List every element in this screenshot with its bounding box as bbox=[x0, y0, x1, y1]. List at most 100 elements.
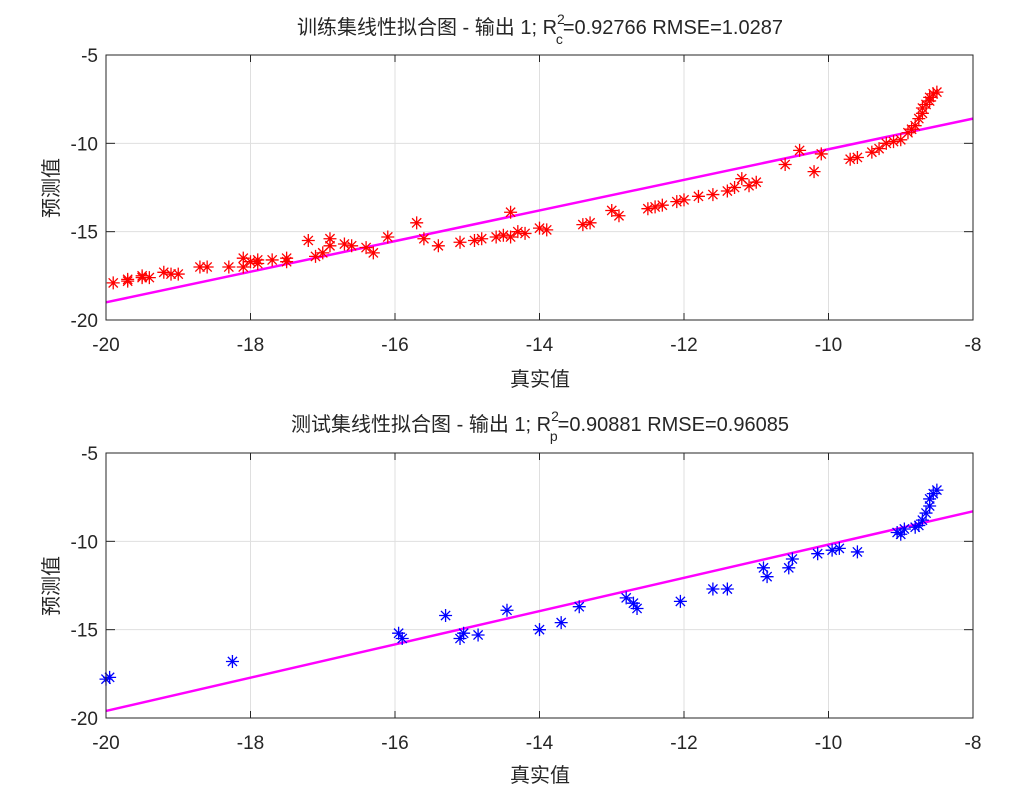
test-data-point bbox=[453, 632, 467, 645]
training-data-point bbox=[359, 241, 373, 255]
test-data-point bbox=[720, 582, 734, 596]
test-data-point bbox=[706, 582, 720, 596]
test-data-point bbox=[923, 492, 937, 506]
test-data-point bbox=[673, 594, 687, 608]
test-data-point bbox=[915, 513, 929, 527]
training-data-point bbox=[749, 175, 763, 189]
test-x-tick-label: -16 bbox=[381, 733, 408, 754]
test-fit-line bbox=[105, 510, 974, 713]
training-data-point bbox=[337, 237, 351, 251]
training-data-point bbox=[894, 133, 908, 147]
test-data-point bbox=[825, 543, 839, 557]
training-y-tick-label: -20 bbox=[71, 311, 98, 332]
training-data-point bbox=[236, 260, 250, 274]
test-y-tick-label: -15 bbox=[71, 621, 98, 642]
training-data-point bbox=[157, 265, 171, 279]
training-data-point bbox=[677, 193, 691, 207]
test-data-point bbox=[533, 623, 546, 637]
training-data-point bbox=[244, 255, 257, 269]
test-data-point bbox=[850, 545, 864, 559]
training-ticks: -20 -18 -16 -14 -12 -10 -8 -20 -15 -10 -5 bbox=[71, 46, 982, 356]
test-data-point bbox=[756, 561, 770, 575]
training-data-point bbox=[504, 205, 518, 219]
training-fit-line bbox=[105, 117, 974, 304]
training-data-point bbox=[742, 179, 756, 193]
training-data-point bbox=[807, 165, 821, 179]
test-ticks: -20 -18 -16 -14 -12 -10 -8 -20 -15 -10 -5 bbox=[71, 444, 982, 754]
test-title: 测试集线性拟合图 - 输出 1; R2 p=0.90881 RMSE=0.9608… bbox=[291, 408, 789, 444]
training-data-point bbox=[164, 267, 178, 281]
test-data-point bbox=[471, 628, 485, 642]
training-data-point bbox=[908, 119, 922, 133]
training-data-point bbox=[467, 234, 481, 247]
training-title: 训练集线性拟合图 - 输出 1; R2 c=0.92766 RMSE=1.0287 bbox=[297, 11, 783, 47]
test-data-point bbox=[554, 616, 568, 630]
test-x-tick-label: -14 bbox=[526, 733, 554, 754]
training-data-point bbox=[316, 246, 330, 260]
test-data-point bbox=[630, 601, 644, 615]
test-data-point bbox=[626, 596, 640, 610]
training-data-point bbox=[778, 158, 792, 172]
training-data-point bbox=[930, 85, 944, 99]
test-data-point bbox=[785, 552, 799, 566]
test-data-point bbox=[760, 570, 774, 584]
test-x-tick-label: -20 bbox=[92, 733, 119, 754]
training-data-point bbox=[222, 260, 236, 274]
test-data-point bbox=[811, 547, 825, 561]
training-data-point bbox=[793, 143, 807, 157]
training-data-point bbox=[121, 272, 135, 286]
test-data-point bbox=[897, 522, 911, 536]
training-data-point bbox=[171, 267, 185, 281]
test-y-axis-label: 预测值 bbox=[39, 556, 63, 616]
test-data-point bbox=[919, 506, 933, 520]
training-data-point bbox=[265, 253, 279, 267]
training-data-point bbox=[366, 246, 380, 260]
training-data-point bbox=[540, 223, 554, 237]
training-data-point bbox=[301, 234, 315, 247]
training-y-tick-label: -15 bbox=[71, 223, 98, 244]
training-x-tick-label: -12 bbox=[670, 335, 697, 356]
training-x-tick-label: -10 bbox=[815, 335, 842, 356]
test-data-point bbox=[500, 603, 514, 617]
training-x-tick-label: -16 bbox=[381, 335, 408, 356]
test-data-point bbox=[832, 541, 846, 555]
test-data-point bbox=[395, 632, 409, 645]
training-data-point bbox=[417, 232, 431, 246]
test-data-point bbox=[894, 527, 908, 541]
training-data-point bbox=[612, 209, 626, 223]
training-data-point bbox=[236, 251, 250, 265]
training-data-point bbox=[912, 112, 926, 126]
training-fit-line-group bbox=[105, 117, 974, 304]
training-data-point bbox=[670, 195, 684, 209]
test-data-point bbox=[782, 561, 796, 575]
test-y-tick-label: -20 bbox=[71, 709, 98, 730]
test-y-tick-label: -5 bbox=[81, 444, 98, 465]
training-x-tick-label: -18 bbox=[237, 335, 264, 356]
training-data-point bbox=[648, 200, 662, 214]
training-data-point bbox=[735, 172, 749, 186]
training-data-point bbox=[496, 228, 510, 242]
test-data-point bbox=[930, 483, 944, 497]
training-points bbox=[106, 85, 944, 290]
training-data-point bbox=[106, 276, 120, 290]
test-fit-line-group bbox=[105, 510, 974, 713]
training-data-point bbox=[453, 235, 467, 249]
training-x-tick-label: -8 bbox=[965, 335, 982, 356]
training-data-point bbox=[865, 145, 879, 159]
training-data-point bbox=[135, 269, 149, 283]
training-data-point bbox=[142, 271, 156, 285]
training-y-tick-label: -10 bbox=[71, 134, 98, 155]
training-y-axis-label: 预测值 bbox=[39, 158, 63, 218]
training-data-point bbox=[655, 198, 669, 212]
training-data-point bbox=[728, 181, 742, 194]
test-data-point bbox=[225, 654, 239, 668]
training-data-point bbox=[518, 226, 532, 240]
training-data-point bbox=[193, 260, 207, 274]
test-data-point bbox=[923, 499, 937, 513]
training-data-point bbox=[410, 216, 424, 230]
training-data-point bbox=[576, 218, 590, 232]
training-x-axis-label: 真实值 bbox=[510, 367, 570, 391]
test-data-point bbox=[103, 670, 117, 684]
training-data-point bbox=[504, 230, 518, 244]
test-y-tick-label: -10 bbox=[71, 532, 98, 553]
